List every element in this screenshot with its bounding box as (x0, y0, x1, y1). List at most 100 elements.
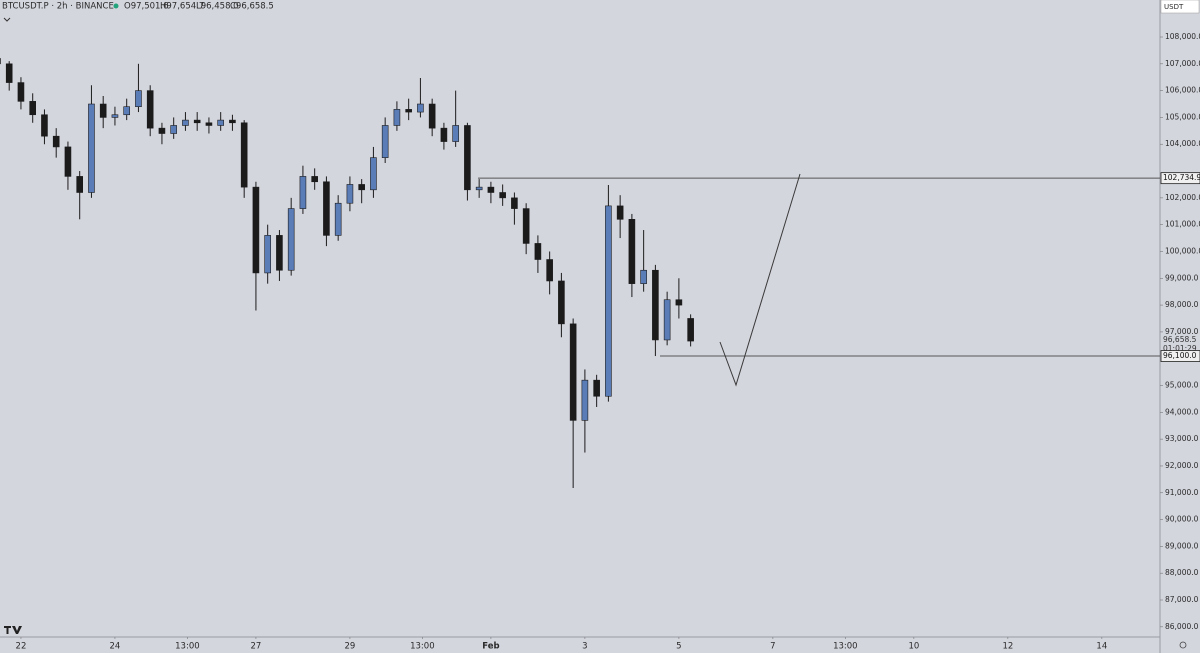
x-tick-label: Feb (482, 642, 499, 652)
y-tick-label: 105,000.0 (1165, 112, 1200, 121)
candle-body (311, 176, 318, 183)
ohlc-high: H97,654.7 (160, 2, 204, 12)
x-tick-label: 12 (1002, 642, 1013, 652)
y-tick-label: 102,000.0 (1165, 193, 1200, 202)
candle-body (499, 192, 506, 199)
candle-body (687, 318, 694, 342)
candle-body (569, 323, 577, 421)
candle-body (29, 101, 37, 116)
axes: 86,000.0 87,000.0 88,000.0 89,000.0 90,000.0… (16, 32, 1200, 652)
y-tick-label: 104,000.0 (1165, 139, 1200, 148)
ohlc-open: O97,501.6 (124, 2, 169, 12)
candle-body (605, 205, 612, 397)
currency-box[interactable] (1160, 0, 1200, 14)
x-tick-label: 27 (251, 642, 262, 652)
x-tick-label: 14 (1096, 642, 1107, 652)
plot (0, 58, 1160, 488)
candle-body (628, 219, 636, 284)
candle-body (123, 106, 130, 116)
candle-body (158, 127, 166, 134)
candle-body (546, 259, 553, 282)
candle-body (240, 122, 248, 188)
candle-body (252, 186, 260, 274)
y-tick-label: 108,000.0 (1165, 32, 1200, 41)
candle-body (393, 109, 401, 126)
candle-body (52, 135, 60, 148)
candle-body (182, 119, 189, 126)
candle-body (193, 119, 201, 124)
candle-body (217, 119, 224, 126)
candle-body (146, 90, 154, 129)
y-tick-label: 100,000.0 (1165, 246, 1200, 255)
candle-body (475, 186, 483, 191)
candle-body (88, 103, 95, 193)
candle-body (534, 243, 542, 260)
candle-body (41, 114, 48, 137)
settings-icon[interactable] (1179, 641, 1187, 649)
y-tick-label: 88,000.0 (1165, 568, 1199, 577)
candle-body (346, 184, 354, 204)
candle-body (76, 176, 83, 193)
candle-body (287, 208, 295, 271)
y-tick-label: 89,000.0 (1165, 541, 1199, 550)
last-price: 96,658.5 (1163, 335, 1197, 344)
overlay (719, 173, 801, 387)
candle-body (264, 235, 271, 274)
candle-body (17, 82, 25, 102)
level-label-box (1160, 350, 1200, 362)
candle-body (323, 181, 330, 236)
candle-body (522, 208, 530, 244)
candle-body (229, 119, 236, 124)
x-tick-label: 13:00 (175, 642, 200, 652)
level-label: 102,734.9 (1163, 173, 1200, 182)
y-tick-label: 97,000.0 (1165, 327, 1199, 336)
level-label: 96,100.0 (1163, 351, 1197, 360)
candle-body (99, 103, 107, 118)
logo (4, 626, 22, 634)
x-tick-label: 10 (908, 642, 919, 652)
candle-body (640, 269, 647, 284)
y-tick-label: 87,000.0 (1165, 595, 1199, 604)
x-tick-label: 3 (582, 642, 587, 652)
symbol: BTCUSDT.P · 2h · BINANCE (2, 2, 114, 12)
candle-body (428, 103, 436, 129)
countdown: 01:01:29 (1163, 344, 1197, 353)
currency[interactable]: USDT (1164, 3, 1184, 11)
candle-body (5, 63, 13, 83)
candle-body (593, 379, 600, 397)
candle-body (511, 197, 518, 209)
y-tick-label: 90,000.0 (1165, 515, 1199, 524)
candle-body (334, 202, 342, 236)
y-tick-label: 92,000.0 (1165, 461, 1199, 470)
collapse-icon[interactable] (3, 17, 11, 22)
x-tick-label: 24 (110, 642, 121, 652)
candle-body (358, 184, 365, 191)
candle-body (205, 122, 213, 126)
y-tick-label: 99,000.0 (1165, 273, 1199, 282)
y-tick-label: 107,000.0 (1165, 59, 1200, 68)
candle-body (370, 157, 377, 191)
candle-body (381, 125, 389, 158)
candle-body (135, 90, 142, 108)
candle-body (464, 125, 471, 191)
candle-body (440, 127, 448, 142)
y-tick-label: 94,000.0 (1165, 407, 1199, 416)
status-dot (113, 3, 119, 9)
x-tick-label: 5 (676, 642, 681, 652)
y-tick-label: 86,000.0 (1165, 622, 1199, 631)
candle-body (417, 103, 424, 113)
candle-body (111, 114, 119, 118)
y-tick-label: 98,000.0 (1165, 300, 1199, 309)
x-tick-label: 7 (770, 642, 775, 652)
projection-drawing (719, 173, 801, 387)
x-tick-label: 13:00 (410, 642, 435, 652)
y-tick-label: 93,000.0 (1165, 434, 1199, 443)
candle-body (652, 269, 659, 341)
candle-body (276, 235, 283, 271)
candle-body (487, 186, 495, 193)
candle-body (170, 125, 177, 134)
candle-body (64, 146, 72, 177)
